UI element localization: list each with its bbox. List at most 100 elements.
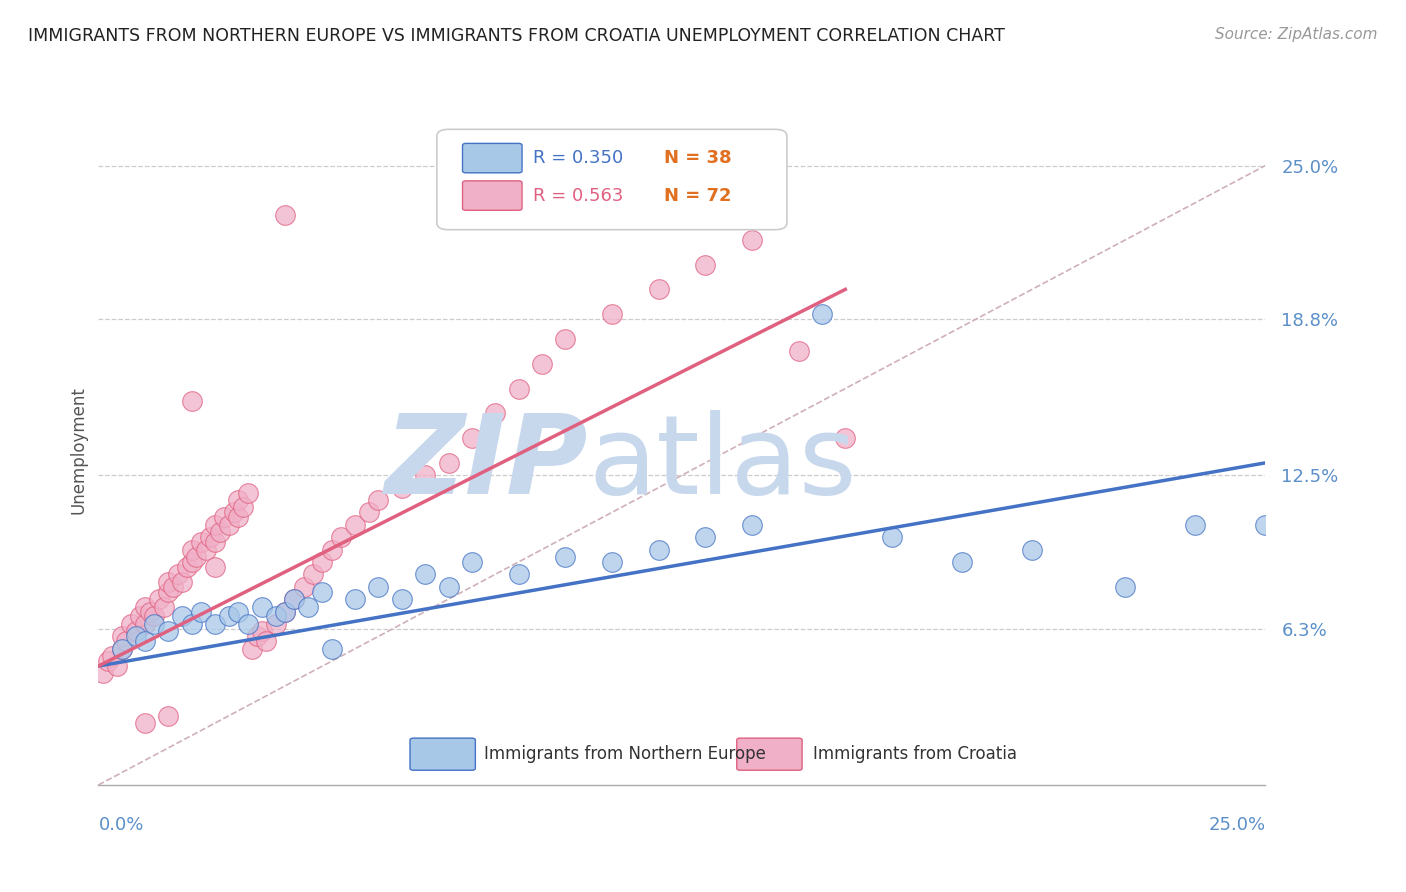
- Point: [200, 530, 222, 544]
- Point: [600, 307, 623, 321]
- Text: IMMIGRANTS FROM NORTHERN EUROPE VS IMMIGRANTS FROM CROATIA UNEMPLOYMENT CORRELAT: IMMIGRANTS FROM NORTHERN EUROPE VS IMMIG…: [28, 27, 1005, 45]
- Point: [292, 580, 315, 594]
- Text: N = 38: N = 38: [665, 149, 733, 167]
- Point: [176, 560, 198, 574]
- Point: [222, 505, 245, 519]
- Point: [600, 555, 623, 569]
- Text: ZIP: ZIP: [385, 410, 589, 517]
- Point: [264, 609, 287, 624]
- Point: [186, 549, 208, 564]
- Point: [204, 535, 226, 549]
- Point: [508, 567, 530, 582]
- Point: [204, 560, 226, 574]
- Point: [180, 555, 202, 569]
- Point: [530, 357, 553, 371]
- Point: [232, 500, 254, 515]
- Text: 25.0%: 25.0%: [1208, 816, 1265, 834]
- Point: [274, 605, 297, 619]
- Text: 0.0%: 0.0%: [98, 816, 143, 834]
- Point: [134, 634, 156, 648]
- Text: R = 0.350: R = 0.350: [533, 149, 623, 167]
- Point: [120, 616, 142, 631]
- Point: [111, 641, 134, 656]
- FancyBboxPatch shape: [463, 144, 522, 173]
- Point: [330, 530, 353, 544]
- Point: [1184, 517, 1206, 532]
- Point: [344, 517, 367, 532]
- Point: [311, 584, 333, 599]
- Point: [180, 616, 202, 631]
- Point: [321, 542, 343, 557]
- Point: [111, 629, 134, 643]
- Point: [129, 609, 152, 624]
- Point: [172, 609, 194, 624]
- Point: [508, 382, 530, 396]
- Point: [647, 542, 669, 557]
- Point: [484, 406, 506, 420]
- Point: [204, 616, 226, 631]
- Point: [190, 605, 212, 619]
- Point: [880, 530, 903, 544]
- Text: Immigrants from Northern Europe: Immigrants from Northern Europe: [484, 745, 765, 764]
- Point: [166, 567, 188, 582]
- Point: [274, 208, 297, 222]
- Point: [437, 580, 460, 594]
- Point: [1021, 542, 1043, 557]
- Text: N = 72: N = 72: [665, 186, 733, 204]
- Point: [741, 517, 763, 532]
- Point: [274, 605, 297, 619]
- Point: [302, 567, 325, 582]
- Point: [162, 580, 184, 594]
- Point: [461, 555, 484, 569]
- Point: [115, 634, 138, 648]
- Point: [413, 468, 436, 483]
- Point: [228, 510, 250, 524]
- Point: [157, 574, 180, 589]
- Point: [218, 517, 240, 532]
- Point: [242, 641, 264, 656]
- Point: [105, 659, 128, 673]
- Point: [134, 616, 156, 631]
- Point: [214, 510, 236, 524]
- Point: [228, 493, 250, 508]
- Point: [180, 542, 202, 557]
- Point: [811, 307, 834, 321]
- Point: [413, 567, 436, 582]
- Point: [208, 525, 231, 540]
- Point: [236, 616, 259, 631]
- Point: [101, 649, 124, 664]
- Point: [236, 485, 259, 500]
- Point: [1254, 517, 1277, 532]
- Point: [283, 592, 305, 607]
- Point: [256, 634, 278, 648]
- Text: R = 0.563: R = 0.563: [533, 186, 623, 204]
- Point: [157, 624, 180, 639]
- FancyBboxPatch shape: [463, 181, 522, 211]
- Point: [554, 332, 576, 346]
- Point: [250, 624, 273, 639]
- FancyBboxPatch shape: [737, 739, 801, 771]
- Point: [787, 344, 810, 359]
- Point: [125, 629, 148, 643]
- Point: [125, 624, 148, 639]
- Point: [91, 666, 114, 681]
- Point: [139, 605, 162, 619]
- Point: [311, 555, 333, 569]
- Point: [204, 517, 226, 532]
- Point: [367, 580, 389, 594]
- Point: [180, 393, 202, 408]
- Point: [246, 629, 269, 643]
- Point: [1114, 580, 1136, 594]
- Point: [97, 654, 120, 668]
- Point: [190, 535, 212, 549]
- Y-axis label: Unemployment: Unemployment: [69, 386, 87, 515]
- Point: [250, 599, 273, 614]
- Point: [695, 530, 717, 544]
- Point: [321, 641, 343, 656]
- FancyBboxPatch shape: [437, 129, 787, 230]
- Point: [218, 609, 240, 624]
- Point: [950, 555, 973, 569]
- Text: atlas: atlas: [589, 410, 858, 517]
- Point: [264, 616, 287, 631]
- Point: [148, 592, 170, 607]
